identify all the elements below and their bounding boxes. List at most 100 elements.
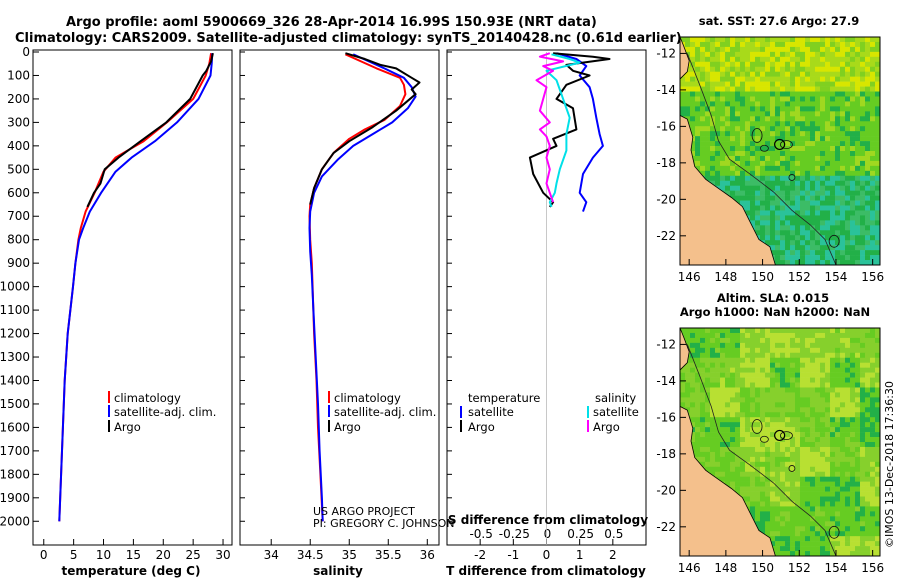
map-cell xyxy=(860,111,866,117)
map-cell xyxy=(875,347,880,354)
map-cell xyxy=(850,551,856,556)
map-cell xyxy=(870,382,876,388)
map-cell xyxy=(760,491,766,497)
depth-tick-label: 0 xyxy=(22,45,30,59)
map-cell xyxy=(840,526,846,532)
map-cell xyxy=(860,250,866,256)
map-cell xyxy=(750,66,756,72)
map-cell xyxy=(870,476,876,482)
map-cell xyxy=(790,230,796,236)
map-cell xyxy=(755,81,761,87)
map-cell xyxy=(695,382,701,388)
map-cell xyxy=(740,328,746,334)
map-cell xyxy=(760,71,766,77)
map-cell xyxy=(835,185,841,191)
map-cell xyxy=(805,352,811,359)
map-cell xyxy=(875,121,880,127)
map-cell xyxy=(865,250,871,256)
map-cell xyxy=(710,96,716,102)
map-cell xyxy=(780,377,786,383)
map-cell xyxy=(835,357,841,363)
map-cell xyxy=(820,66,826,72)
map-cell xyxy=(835,51,841,58)
map-cell xyxy=(780,491,786,497)
map-cell xyxy=(765,175,771,182)
map-cell xyxy=(760,91,766,97)
map-cell xyxy=(865,76,871,82)
map-cell xyxy=(870,175,876,182)
map-cell xyxy=(860,155,866,162)
map-cell xyxy=(795,260,801,265)
map-cell xyxy=(705,111,711,117)
map-cell xyxy=(875,111,880,117)
map-cell xyxy=(815,372,821,378)
map-cell xyxy=(820,511,826,517)
map-cell xyxy=(825,347,831,354)
map-cell xyxy=(810,225,816,231)
map-cell xyxy=(775,451,781,458)
map-cell xyxy=(865,260,871,265)
map-cell xyxy=(860,116,866,122)
map-cell xyxy=(870,407,876,413)
map-cell xyxy=(860,536,866,542)
map-cell xyxy=(765,461,771,468)
map-cell xyxy=(815,536,821,542)
lon-tick-label: 154 xyxy=(825,270,848,284)
map-cell xyxy=(825,96,831,102)
map-cell xyxy=(825,71,831,77)
map-cell xyxy=(715,407,721,413)
map-cell xyxy=(700,155,706,162)
map-cell xyxy=(820,471,826,477)
map-cell xyxy=(825,86,831,92)
map-cell xyxy=(820,260,826,265)
map-cell xyxy=(795,516,801,522)
map-cell xyxy=(780,476,786,482)
map-cell xyxy=(870,446,876,453)
map-cell xyxy=(700,427,706,433)
map-cell xyxy=(855,531,861,537)
map-cell xyxy=(715,41,721,48)
map-cell xyxy=(845,456,851,463)
map-cell xyxy=(755,155,761,162)
map-cell xyxy=(740,190,746,196)
map-cell xyxy=(790,116,796,122)
map-cell xyxy=(770,332,776,339)
map-cell xyxy=(810,175,816,182)
map-cell xyxy=(845,342,851,349)
map-cell xyxy=(745,476,751,482)
map-cell xyxy=(815,37,821,43)
map-cell xyxy=(720,451,726,458)
map-cell xyxy=(805,76,811,82)
map-cell xyxy=(850,245,856,251)
map-cell xyxy=(820,427,826,433)
map-cell xyxy=(855,417,861,423)
map-cell xyxy=(820,451,826,458)
map-cell xyxy=(870,180,876,186)
map-cell xyxy=(775,481,781,487)
map-cell xyxy=(840,210,846,216)
map-cell xyxy=(715,37,721,43)
lon-tick-label: 156 xyxy=(861,561,884,575)
map-cell xyxy=(860,240,866,246)
map-cell xyxy=(775,37,781,43)
map-cell xyxy=(750,180,756,186)
map-cell xyxy=(785,442,791,448)
map-cell xyxy=(810,220,816,226)
map-cell xyxy=(810,427,816,433)
map-cell xyxy=(770,121,776,127)
map-cell xyxy=(725,456,731,463)
map-cell xyxy=(755,328,761,334)
sla-map xyxy=(680,328,880,556)
map-cell xyxy=(845,250,851,256)
map-cell xyxy=(850,536,856,542)
map-cell xyxy=(755,230,761,236)
map-cell xyxy=(845,362,851,368)
map-cell xyxy=(825,546,831,552)
map-cell xyxy=(720,382,726,388)
map-cell xyxy=(775,382,781,388)
map-cell xyxy=(875,215,880,221)
map-cell xyxy=(850,101,856,107)
map-cell xyxy=(790,200,796,206)
map-cell xyxy=(835,46,841,53)
map-cell xyxy=(790,352,796,359)
